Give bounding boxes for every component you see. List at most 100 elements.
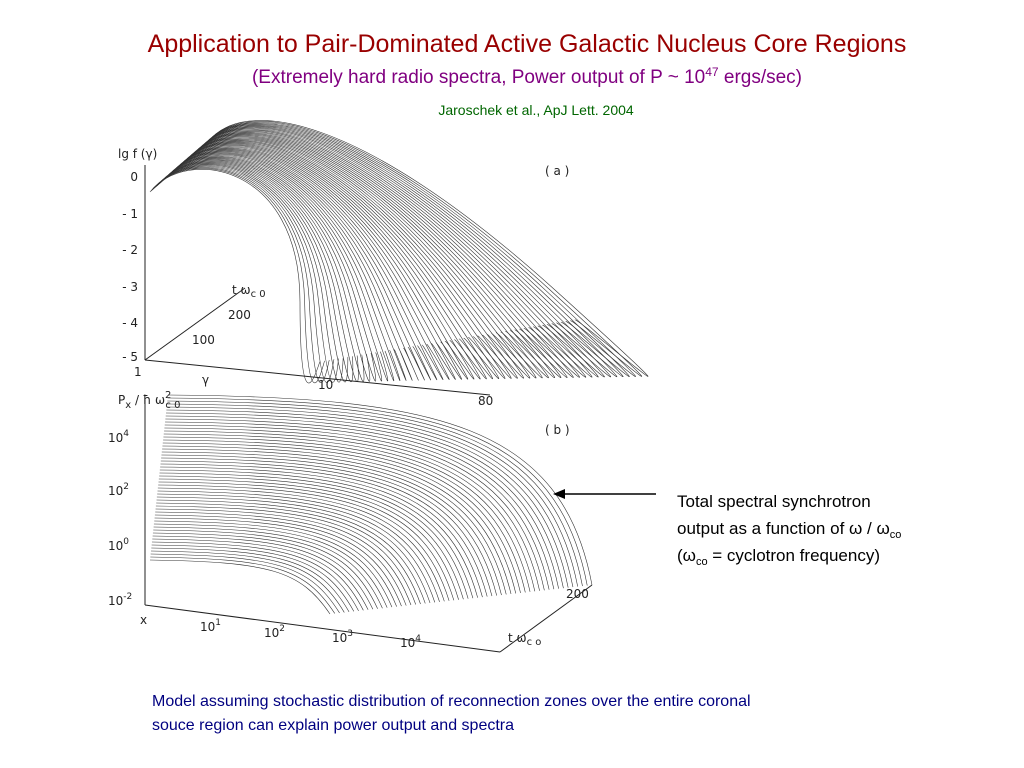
surface-line [152,538,364,611]
surface-line [163,439,521,593]
surface-line [152,166,335,383]
surface-line [164,156,395,382]
tick-base: 10 [400,636,415,650]
surface-line [150,556,336,614]
annotation-text: = cyclotron frequency) [708,546,880,565]
surface-line [178,145,475,380]
x-tick: 1 [134,365,142,379]
surface-line [160,160,371,382]
depth-label: t ωc o [508,631,541,648]
surface-line [163,436,526,593]
surface-line [188,136,537,379]
surface-line [158,481,455,601]
surface-line [158,478,459,600]
surface-line [155,511,407,606]
depth-tick: 200 [566,587,589,601]
depth-label: t ωc 0 [232,283,266,300]
surface-line [154,520,393,608]
surface-line [156,496,431,604]
y-tick: - 1 [122,207,138,221]
tick-exp: 2 [123,482,129,492]
surface-line [162,442,517,594]
surface-line [166,412,564,589]
surface-line [152,532,374,610]
surface-line [162,448,507,595]
surface-line [157,493,436,603]
y-label: lg f (γ) [118,147,157,161]
depth-tick: 100 [192,333,215,347]
depth-label-text: t ω [232,283,251,297]
y-tick: - 5 [122,350,138,364]
x-tick: 103 [332,629,353,645]
axis-line [144,359,491,396]
subtitle-text: (Extremely hard radio spectra, Power out… [252,67,705,88]
surface-line [154,514,402,607]
tick-exp: 3 [347,629,353,639]
surface-line [158,484,450,601]
tick-exp: 0 [123,537,129,547]
surface-line [153,165,339,383]
surface-line [156,499,426,604]
subtitle-tail: ergs/sec) [719,67,802,88]
surface-line [151,167,330,383]
surface-line [158,162,359,383]
x-tick: 104 [400,634,421,650]
surface-line [150,550,345,613]
surface-line [190,134,549,379]
x-tick: 10 [318,378,333,392]
subtitle-exponent: 47 [705,65,719,79]
surface-line [170,151,431,381]
surface-line [165,415,559,589]
surface-line [157,487,445,602]
surface-line [175,147,456,380]
surface-line [151,541,359,611]
depth-label-text: t ω [508,631,527,645]
x-label: x [140,613,147,627]
surface-line [166,409,569,588]
surface-line [157,162,354,383]
x-tick: 102 [264,624,285,640]
y-tick: - 4 [122,316,138,330]
surface-line [187,137,531,379]
surface-line [166,154,407,381]
surface-line [159,475,464,600]
tick-exp: -2 [123,592,132,602]
surface-line [149,559,331,615]
surface-line [156,163,349,383]
surface-line [161,454,498,596]
surface-line [206,121,643,377]
tick-base: 10 [108,431,123,445]
surface-line [150,553,340,614]
surface-line [162,158,383,382]
surface-line [159,161,365,382]
surface-line [159,472,469,599]
surface-line [152,535,369,610]
surface-line [153,529,378,609]
axis-line [144,604,501,653]
panel-label: ( b ) [545,423,570,437]
surface-line [174,148,450,380]
surface-line [172,149,444,380]
y-tick: 10-2 [108,592,132,608]
tick-exp: 4 [415,634,421,644]
annotation-line: (ωco = cyclotron frequency) [677,546,880,568]
surface-line [196,130,580,378]
axis-line [144,287,246,361]
surface-line [192,132,562,378]
surface-line [194,131,568,378]
depth-tick: 200 [228,308,251,322]
panel-label: ( a ) [545,164,569,178]
x-tick: 101 [200,618,221,634]
surface-line [205,122,636,377]
tick-base: 10 [332,631,347,645]
surface-line [150,168,325,384]
footer-line: Model assuming stochastic distribution o… [152,693,751,710]
tick-exp: 1 [215,618,221,628]
surface-line [167,400,583,587]
surface-line [151,544,355,612]
surface-line [161,159,377,382]
y-label-sub: x [125,400,131,411]
tick-base: 10 [108,484,123,498]
